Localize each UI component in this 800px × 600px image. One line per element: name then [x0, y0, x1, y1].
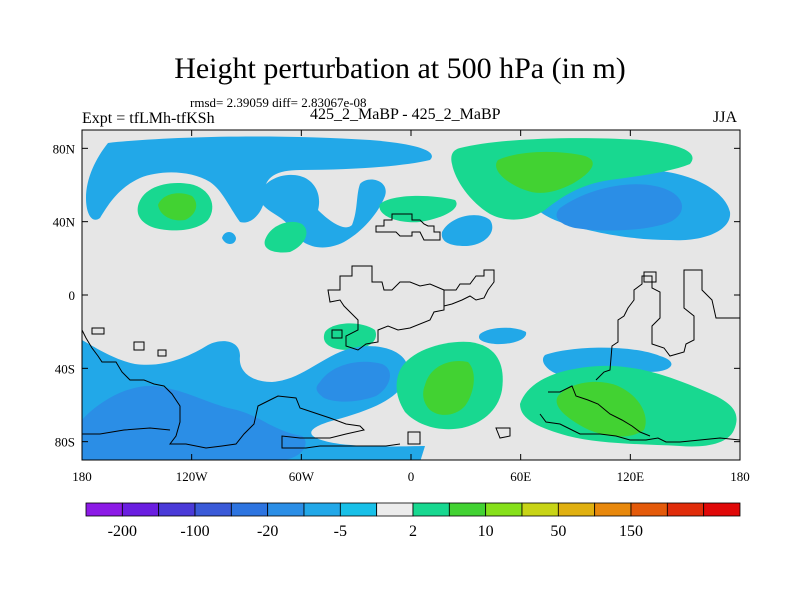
coastline-south-east-2: [548, 385, 651, 437]
colorbar-box: [85, 502, 123, 517]
x-tick-label: 120E: [617, 469, 645, 484]
colorbar-label: -200: [108, 523, 137, 540]
coastline-east-2: [643, 271, 657, 283]
contour-pos-north-3-core: [496, 151, 593, 193]
colorbar-label: -5: [334, 523, 347, 540]
contour-neg-south-west-mid: [82, 385, 306, 460]
stats-label: rmsd= 2.39059 diff= 2.83067e-08: [190, 95, 367, 110]
contour-neg-north-mid: [556, 184, 682, 231]
y-tick-label: 0: [69, 288, 76, 303]
contour-neg-blob-2: [222, 232, 236, 245]
x-tick-label: 0: [408, 469, 415, 484]
x-tick-label: 180: [730, 469, 750, 484]
coastline-south-box-3: [157, 349, 167, 357]
colorbar-box: [376, 502, 414, 517]
contour-neg-equatorial: [478, 327, 527, 345]
contour-pos-south-2-core: [556, 381, 646, 437]
colorbar-box: [521, 502, 559, 517]
y-tick-label: 80S: [55, 435, 75, 450]
colorbar-label: 150: [619, 523, 643, 540]
contour-pos-north-1-core: [158, 193, 197, 221]
subtitle-label: 425_2_MaBP - 425_2_MaBP: [310, 106, 501, 123]
contour-neg-blob-1: [441, 215, 493, 246]
axes: 180 120W 60W 0 60E 120E 180 80N 40N 0 40S 80S: [53, 130, 750, 484]
contour-neg-north-central: [258, 174, 386, 248]
colorbar-box: [448, 502, 487, 517]
x-tick-label: 180: [72, 469, 92, 484]
coastline-south-box-1: [91, 327, 105, 335]
colorbar-box: [557, 502, 596, 517]
coastlines: [81, 213, 741, 449]
colorbar-box: [121, 502, 160, 517]
colorbar-label: 2: [409, 523, 417, 540]
colorbar-box: [666, 502, 705, 517]
colorbar-label: -20: [257, 523, 278, 540]
contour-pos-south-1-core: [423, 360, 474, 415]
colorbar-box: [339, 502, 378, 517]
colorbar-label: 10: [478, 523, 494, 540]
colorbar-box: [485, 502, 523, 517]
contour-pos-north-2: [264, 221, 307, 253]
contour-pos-north-4: [379, 195, 457, 223]
coastline-equatorial-west: [327, 265, 445, 351]
colorbar-box: [158, 502, 196, 517]
contour-field: [82, 130, 740, 460]
colorbar-box: [267, 502, 305, 517]
season-label: JJA: [713, 109, 738, 126]
coastline-south-east: [407, 413, 741, 445]
y-tick-label: 40S: [55, 361, 75, 376]
coastline-south-box-4: [331, 329, 343, 339]
coastline-west: [81, 329, 401, 449]
x-tick-label: 60W: [289, 469, 315, 484]
chart-title: Height perturbation at 500 hPa (in m): [174, 52, 626, 85]
coastline-north: [375, 213, 441, 241]
colorbar-box: [703, 502, 741, 517]
colorbar-box: [230, 502, 269, 517]
x-tick-label: 60E: [510, 469, 531, 484]
colorbar-box: [194, 502, 232, 517]
colorbar-label: -100: [180, 523, 209, 540]
y-tick-label: 80N: [53, 141, 76, 156]
colorbar-box: [630, 502, 668, 517]
contour-neg-south-central: [316, 361, 390, 402]
experiment-label: Expt = tfLMh-tfKSh: [82, 110, 215, 127]
y-tick-label: 40N: [53, 215, 76, 230]
contour-neg-north-west: [86, 136, 432, 223]
coastline-south-box-2: [133, 341, 145, 351]
coastline-south-ice: [82, 427, 171, 435]
x-tick-label: 120W: [176, 469, 209, 484]
coastline-east-1: [595, 269, 740, 381]
colorbar-box: [412, 502, 450, 517]
colorbar-label: 50: [550, 523, 566, 540]
colorbar-box: [303, 502, 341, 517]
coastline-equatorial-east: [443, 269, 495, 307]
colorbar: -200 -100 -20 -5 2 10 50 150: [85, 502, 741, 540]
colorbar-box: [594, 502, 632, 517]
